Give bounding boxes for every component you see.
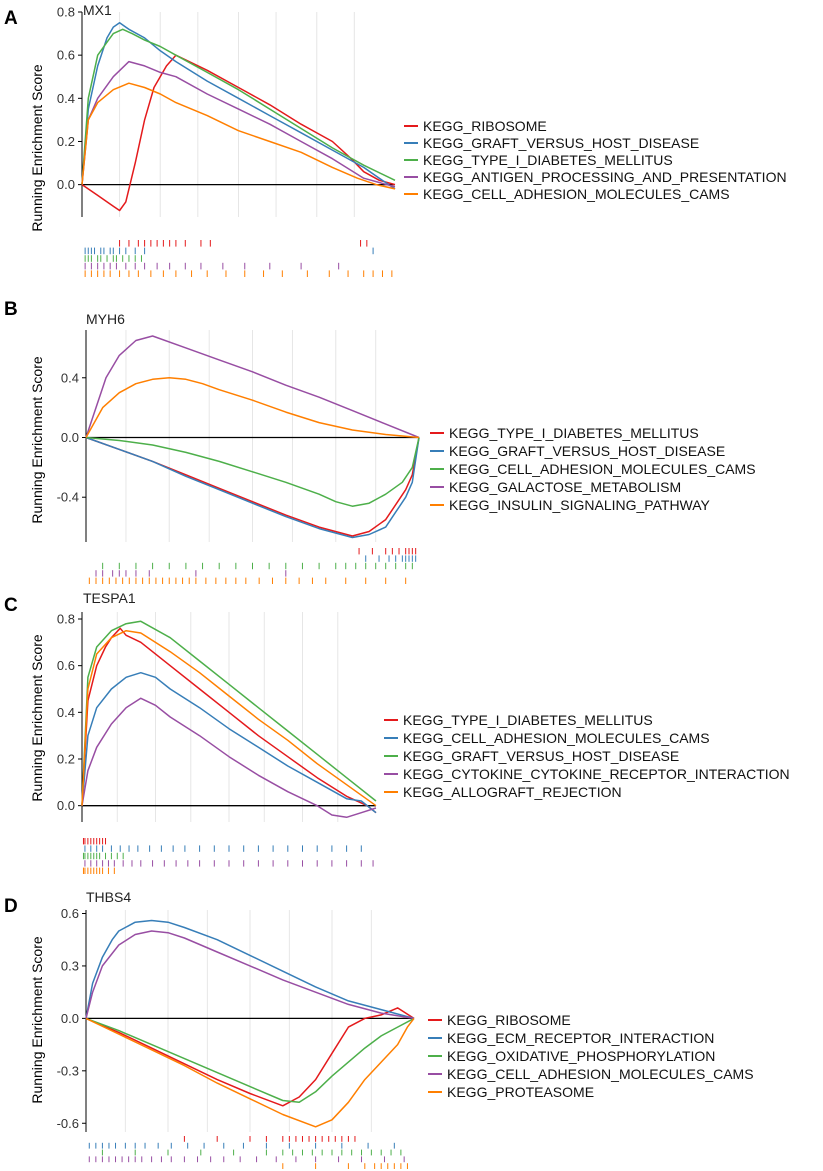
series-line-kegg-cytokine-cytokine-receptor-interaction	[81, 697, 377, 819]
y-tick-label: -0.4	[57, 490, 79, 505]
y-tick-label: 0.3	[61, 958, 79, 973]
series-line-kegg-proteasome	[85, 1017, 415, 1128]
legend-label: KEGG_TYPE_I_DIABETES_MELLITUS	[423, 152, 673, 168]
gene-title: THBS4	[86, 889, 131, 905]
series-line-kegg-graft-versus-host-disease	[85, 436, 420, 539]
y-tick-label: 0.2	[57, 134, 75, 149]
y-tick-label: 0.0	[61, 430, 79, 445]
legend-label: KEGG_RIBOSOME	[447, 1012, 571, 1028]
legend-label: KEGG_CELL_ADHESION_MOLECULES_CAMS	[449, 461, 756, 477]
y-tick-label: 0.2	[57, 752, 75, 767]
legend-label: KEGG_TYPE_I_DIABETES_MELLITUS	[449, 425, 699, 441]
series-line-kegg-cell-adhesion-molecules-cams	[81, 671, 377, 814]
y-axis-title: Running Enrichment Score	[29, 64, 45, 232]
gene-title: MYH6	[86, 311, 125, 327]
y-tick-label: 0.0	[57, 798, 75, 813]
y-tick-label: -0.6	[57, 1116, 79, 1131]
y-tick-label: 0.4	[57, 705, 75, 720]
legend-label: KEGG_CYTOKINE_CYTOKINE_RECEPTOR_INTERACT…	[403, 766, 790, 782]
y-axis-title: Running Enrichment Score	[29, 634, 45, 802]
legend-label: KEGG_ECM_RECEPTOR_INTERACTION	[447, 1030, 714, 1046]
y-tick-label: 0.8	[57, 5, 75, 20]
panel-label: C	[4, 595, 18, 616]
legend-label: KEGG_GRAFT_VERSUS_HOST_DISEASE	[423, 135, 699, 151]
y-tick-label: 0.8	[57, 612, 75, 627]
legend-label: KEGG_OXIDATIVE_PHOSPHORYLATION	[447, 1048, 715, 1064]
legend-label: KEGG_CELL_ADHESION_MOLECULES_CAMS	[447, 1066, 754, 1082]
y-tick-label: 0.6	[57, 48, 75, 63]
series-line-kegg-type-i-diabetes-mellitus	[81, 627, 377, 814]
gsea-panel-D: D THBS4 -0.6 -0.3 0.0 0.3 0.6 Running Enrichmen…	[4, 889, 754, 1169]
series-line-kegg-antigen-processing-and-presentation	[81, 60, 396, 188]
legend-label: KEGG_INSULIN_SIGNALING_PATHWAY	[449, 497, 711, 513]
legend-label: KEGG_CELL_ADHESION_MOLECULES_CAMS	[423, 186, 730, 202]
gsea-panel-B: B MYH6 -0.4 0.0 0.4 Running Enrichment Score K…	[4, 299, 756, 584]
panels-container: A MX1 0.0 0.2 0.4 0.6 0.8 Running Enrichment Sc…	[4, 2, 790, 1169]
y-axis-title: Running Enrichment Score	[29, 356, 45, 524]
legend-label: KEGG_TYPE_I_DIABETES_MELLITUS	[403, 712, 653, 728]
y-tick-label: 0.0	[61, 1011, 79, 1026]
series-line-kegg-oxidative-phosphorylation	[85, 1017, 415, 1104]
series-line-kegg-cell-adhesion-molecules-cams	[81, 82, 396, 190]
panel-label: A	[4, 8, 18, 29]
panel-label: D	[4, 896, 18, 917]
legend-label: KEGG_ALLOGRAFT_REJECTION	[403, 784, 622, 800]
legend-label: KEGG_PROTEASOME	[447, 1084, 594, 1100]
legend-label: KEGG_GRAFT_VERSUS_HOST_DISEASE	[449, 443, 725, 459]
y-tick-label: 0.6	[57, 658, 75, 673]
y-tick-label: 0.6	[61, 906, 79, 921]
series-line-kegg-galactose-metabolism	[85, 335, 420, 439]
series-line-kegg-graft-versus-host-disease	[81, 620, 377, 806]
series-line-kegg-ribosome	[85, 1007, 415, 1107]
legend-label: KEGG_GRAFT_VERSUS_HOST_DISEASE	[403, 748, 679, 764]
series-line-kegg-ecm-receptor-interaction	[85, 919, 415, 1020]
gene-title: TESPA1	[83, 590, 136, 606]
series-line-kegg-graft-versus-host-disease	[81, 22, 396, 190]
y-tick-label: -0.3	[57, 1063, 79, 1078]
y-tick-label: 0.4	[61, 370, 79, 385]
gene-title: MX1	[83, 2, 112, 18]
panel-label: B	[4, 299, 18, 320]
gsea-panel-A: A MX1 0.0 0.2 0.4 0.6 0.8 Running Enrichment Sc…	[4, 2, 787, 277]
series-line-kegg-insulin-signaling-pathway	[85, 377, 420, 439]
series-line-kegg-cell-adhesion-molecules-cams	[85, 436, 420, 507]
y-tick-label: 0.0	[57, 177, 75, 192]
legend-label: KEGG_ANTIGEN_PROCESSING_AND_PRESENTATION	[423, 169, 787, 185]
legend-label: KEGG_RIBOSOME	[423, 118, 547, 134]
y-axis-title: Running Enrichment Score	[29, 936, 45, 1104]
legend-label: KEGG_GALACTOSE_METABOLISM	[449, 479, 681, 495]
gsea-panel-C: C TESPA1 0.0 0.2 0.4 0.6 0.8 Running Enrichment…	[4, 590, 790, 874]
y-tick-label: 0.4	[57, 91, 75, 106]
legend-label: KEGG_CELL_ADHESION_MOLECULES_CAMS	[403, 730, 710, 746]
series-line-kegg-allograft-rejection	[81, 629, 377, 807]
series-line-kegg-cell-adhesion-molecules-cams	[85, 930, 415, 1020]
series-line-kegg-type-i-diabetes-mellitus	[81, 28, 396, 185]
